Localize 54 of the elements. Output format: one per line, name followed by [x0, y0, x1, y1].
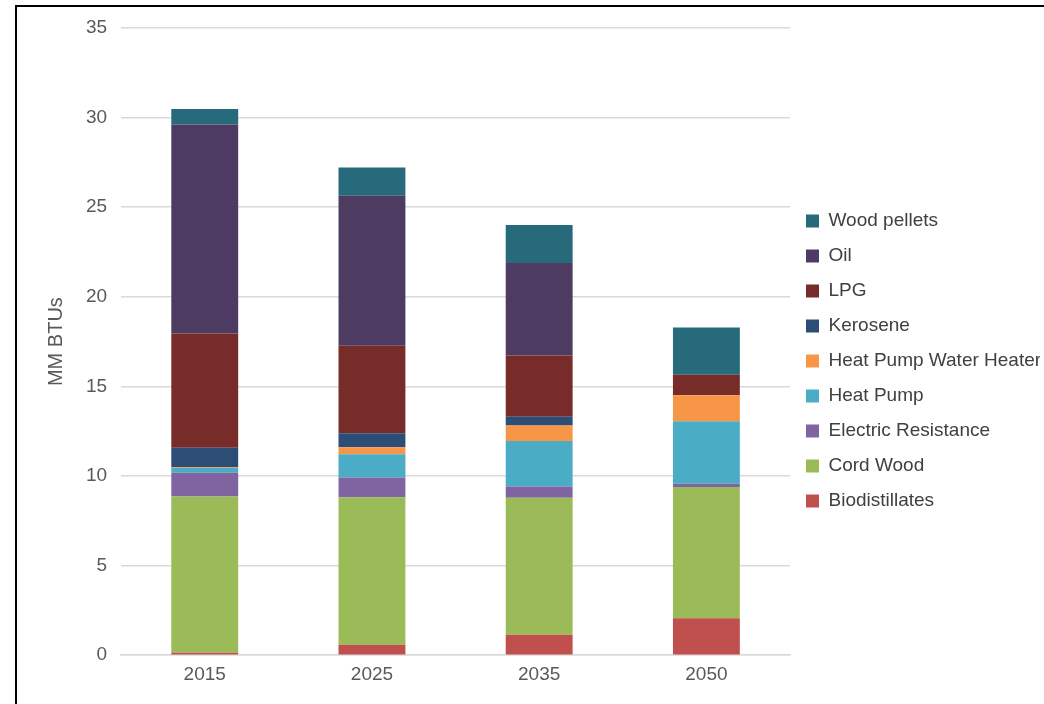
bar [338, 345, 406, 434]
bar [505, 263, 573, 356]
bar [505, 497, 573, 635]
bar [505, 634, 573, 655]
bar [171, 333, 239, 448]
y-tick-label: 15 [85, 374, 108, 396]
bar [505, 486, 573, 498]
bar [672, 483, 740, 487]
bar [672, 327, 740, 375]
bar [171, 496, 239, 653]
y-tick-label: 5 [96, 553, 108, 575]
y-tick-label: 25 [85, 195, 108, 217]
legend-label: Electric Resistance [828, 419, 991, 441]
x-tick-label: 2015 [183, 662, 226, 684]
bar [338, 477, 406, 498]
bar [171, 467, 239, 473]
bar [505, 416, 573, 426]
y-tick-label: 0 [96, 643, 108, 665]
bar [338, 447, 406, 455]
bar [672, 618, 740, 655]
bar [338, 644, 406, 655]
bar [338, 454, 406, 478]
bar [672, 486, 740, 619]
legend-label: Cord Wood [828, 454, 925, 476]
legend-label: Oil [828, 244, 852, 266]
y-tick-label: 20 [85, 285, 108, 307]
legend-label: Biodistillates [828, 489, 935, 511]
bar [338, 167, 406, 196]
bar [505, 355, 573, 417]
bar [672, 395, 740, 422]
x-tick-label: 2050 [685, 662, 728, 684]
legend-label: Kerosene [828, 314, 910, 336]
y-tick-label: 30 [85, 105, 108, 127]
bar [672, 374, 740, 396]
bar [505, 225, 573, 264]
bar [171, 447, 239, 468]
x-tick-label: 2025 [350, 662, 394, 684]
legend-label: Wood pellets [828, 209, 938, 231]
legend-label: Heat Pump [828, 384, 924, 406]
bar [171, 124, 239, 334]
bar [171, 472, 239, 497]
legend-label: Heat Pump Water Heater [828, 349, 1042, 371]
legend-label: LPG [828, 279, 867, 301]
y-tick-label: 35 [85, 16, 108, 38]
bar [505, 425, 573, 442]
bar [171, 109, 239, 125]
bar [672, 421, 740, 484]
y-axis-title: MM BTUs [43, 297, 66, 387]
bar [338, 433, 406, 448]
bar [338, 195, 406, 346]
x-tick-label: 2035 [518, 662, 561, 684]
bar [505, 441, 573, 487]
y-tick-label: 10 [85, 464, 108, 486]
bar [338, 497, 406, 645]
